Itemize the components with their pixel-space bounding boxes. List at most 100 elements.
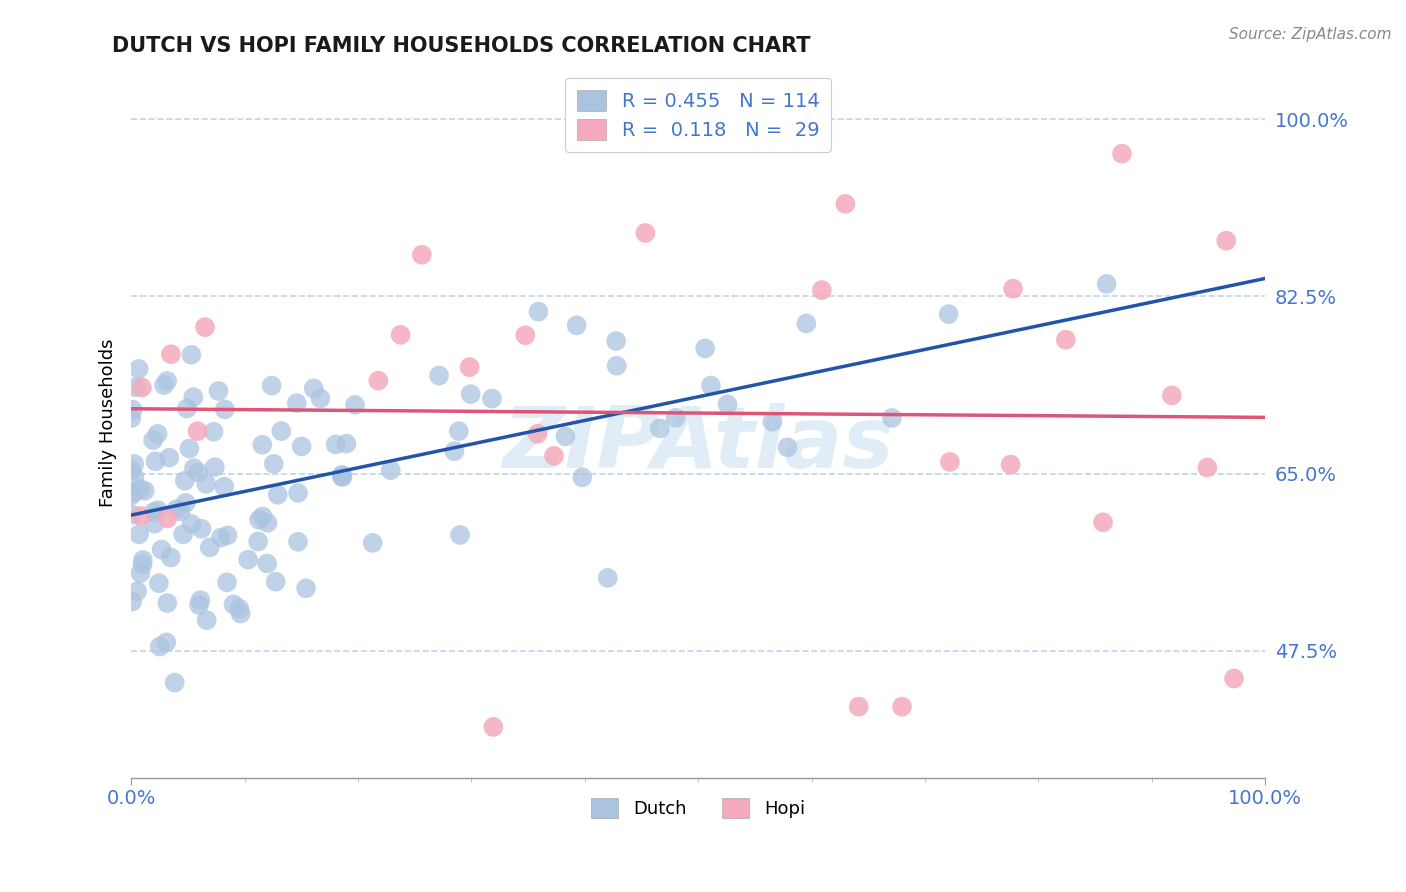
Point: [891, 699, 914, 714]
Point: [648, 421, 671, 435]
Point: [163, 675, 186, 690]
Point: [1000, 458, 1022, 472]
Point: [194, 320, 217, 334]
Point: [214, 480, 236, 494]
Point: [156, 596, 179, 610]
Point: [252, 509, 274, 524]
Point: [796, 317, 818, 331]
Point: [229, 607, 252, 621]
Point: [202, 425, 225, 439]
Point: [155, 635, 177, 649]
Text: DUTCH VS HOPI FAMILY HOUSEHOLDS CORRELATION CHART: DUTCH VS HOPI FAMILY HOUSEHOLDS CORRELAT…: [112, 36, 811, 55]
Point: [291, 439, 314, 453]
Text: ZIPAtlas: ZIPAtlas: [502, 403, 894, 486]
Point: [183, 461, 205, 475]
Point: [157, 450, 180, 465]
Point: [332, 470, 354, 484]
Point: [228, 601, 250, 615]
Point: [700, 378, 723, 392]
Point: [834, 197, 856, 211]
Point: [121, 463, 143, 477]
Point: [132, 553, 155, 567]
Point: [190, 593, 212, 607]
Point: [330, 469, 353, 483]
Point: [214, 402, 236, 417]
Point: [527, 304, 550, 318]
Point: [1092, 515, 1115, 529]
Point: [458, 360, 481, 375]
Point: [176, 401, 198, 416]
Point: [482, 720, 505, 734]
Point: [389, 327, 412, 342]
Point: [166, 502, 188, 516]
Point: [367, 374, 389, 388]
Point: [127, 584, 149, 599]
Point: [145, 454, 167, 468]
Point: [302, 381, 325, 395]
Point: [187, 466, 209, 480]
Point: [150, 542, 173, 557]
Point: [252, 438, 274, 452]
Point: [156, 374, 179, 388]
Point: [761, 415, 783, 429]
Point: [543, 449, 565, 463]
Point: [156, 511, 179, 525]
Point: [183, 390, 205, 404]
Point: [1215, 234, 1237, 248]
Point: [146, 426, 169, 441]
Point: [215, 575, 238, 590]
Point: [125, 380, 148, 394]
Point: [1002, 282, 1025, 296]
Point: [565, 318, 588, 333]
Point: [195, 613, 218, 627]
Point: [187, 424, 209, 438]
Point: [287, 486, 309, 500]
Point: [190, 522, 212, 536]
Legend: Dutch, Hopi: Dutch, Hopi: [583, 791, 813, 825]
Point: [247, 534, 270, 549]
Point: [195, 477, 218, 491]
Point: [634, 226, 657, 240]
Point: [134, 483, 156, 498]
Point: [449, 528, 471, 542]
Point: [256, 516, 278, 530]
Point: [270, 424, 292, 438]
Point: [1160, 388, 1182, 402]
Point: [380, 463, 402, 477]
Point: [256, 557, 278, 571]
Point: [222, 598, 245, 612]
Point: [198, 541, 221, 555]
Point: [811, 283, 834, 297]
Point: [330, 467, 353, 482]
Point: [605, 334, 627, 348]
Point: [169, 505, 191, 519]
Point: [695, 342, 717, 356]
Point: [128, 527, 150, 541]
Point: [142, 433, 165, 447]
Point: [776, 440, 799, 454]
Point: [153, 378, 176, 392]
Point: [939, 455, 962, 469]
Point: [264, 574, 287, 589]
Point: [121, 508, 143, 522]
Point: [121, 594, 143, 608]
Point: [180, 348, 202, 362]
Point: [554, 429, 576, 443]
Point: [443, 444, 465, 458]
Point: [122, 457, 145, 471]
Point: [209, 531, 232, 545]
Point: [1223, 672, 1246, 686]
Point: [411, 248, 433, 262]
Point: [880, 411, 903, 425]
Point: [180, 516, 202, 531]
Point: [148, 576, 170, 591]
Point: [335, 436, 357, 450]
Point: [247, 513, 270, 527]
Point: [179, 442, 201, 456]
Point: [129, 482, 152, 496]
Point: [120, 411, 142, 425]
Point: [716, 397, 738, 411]
Point: [1111, 146, 1133, 161]
Point: [447, 424, 470, 438]
Point: [285, 396, 308, 410]
